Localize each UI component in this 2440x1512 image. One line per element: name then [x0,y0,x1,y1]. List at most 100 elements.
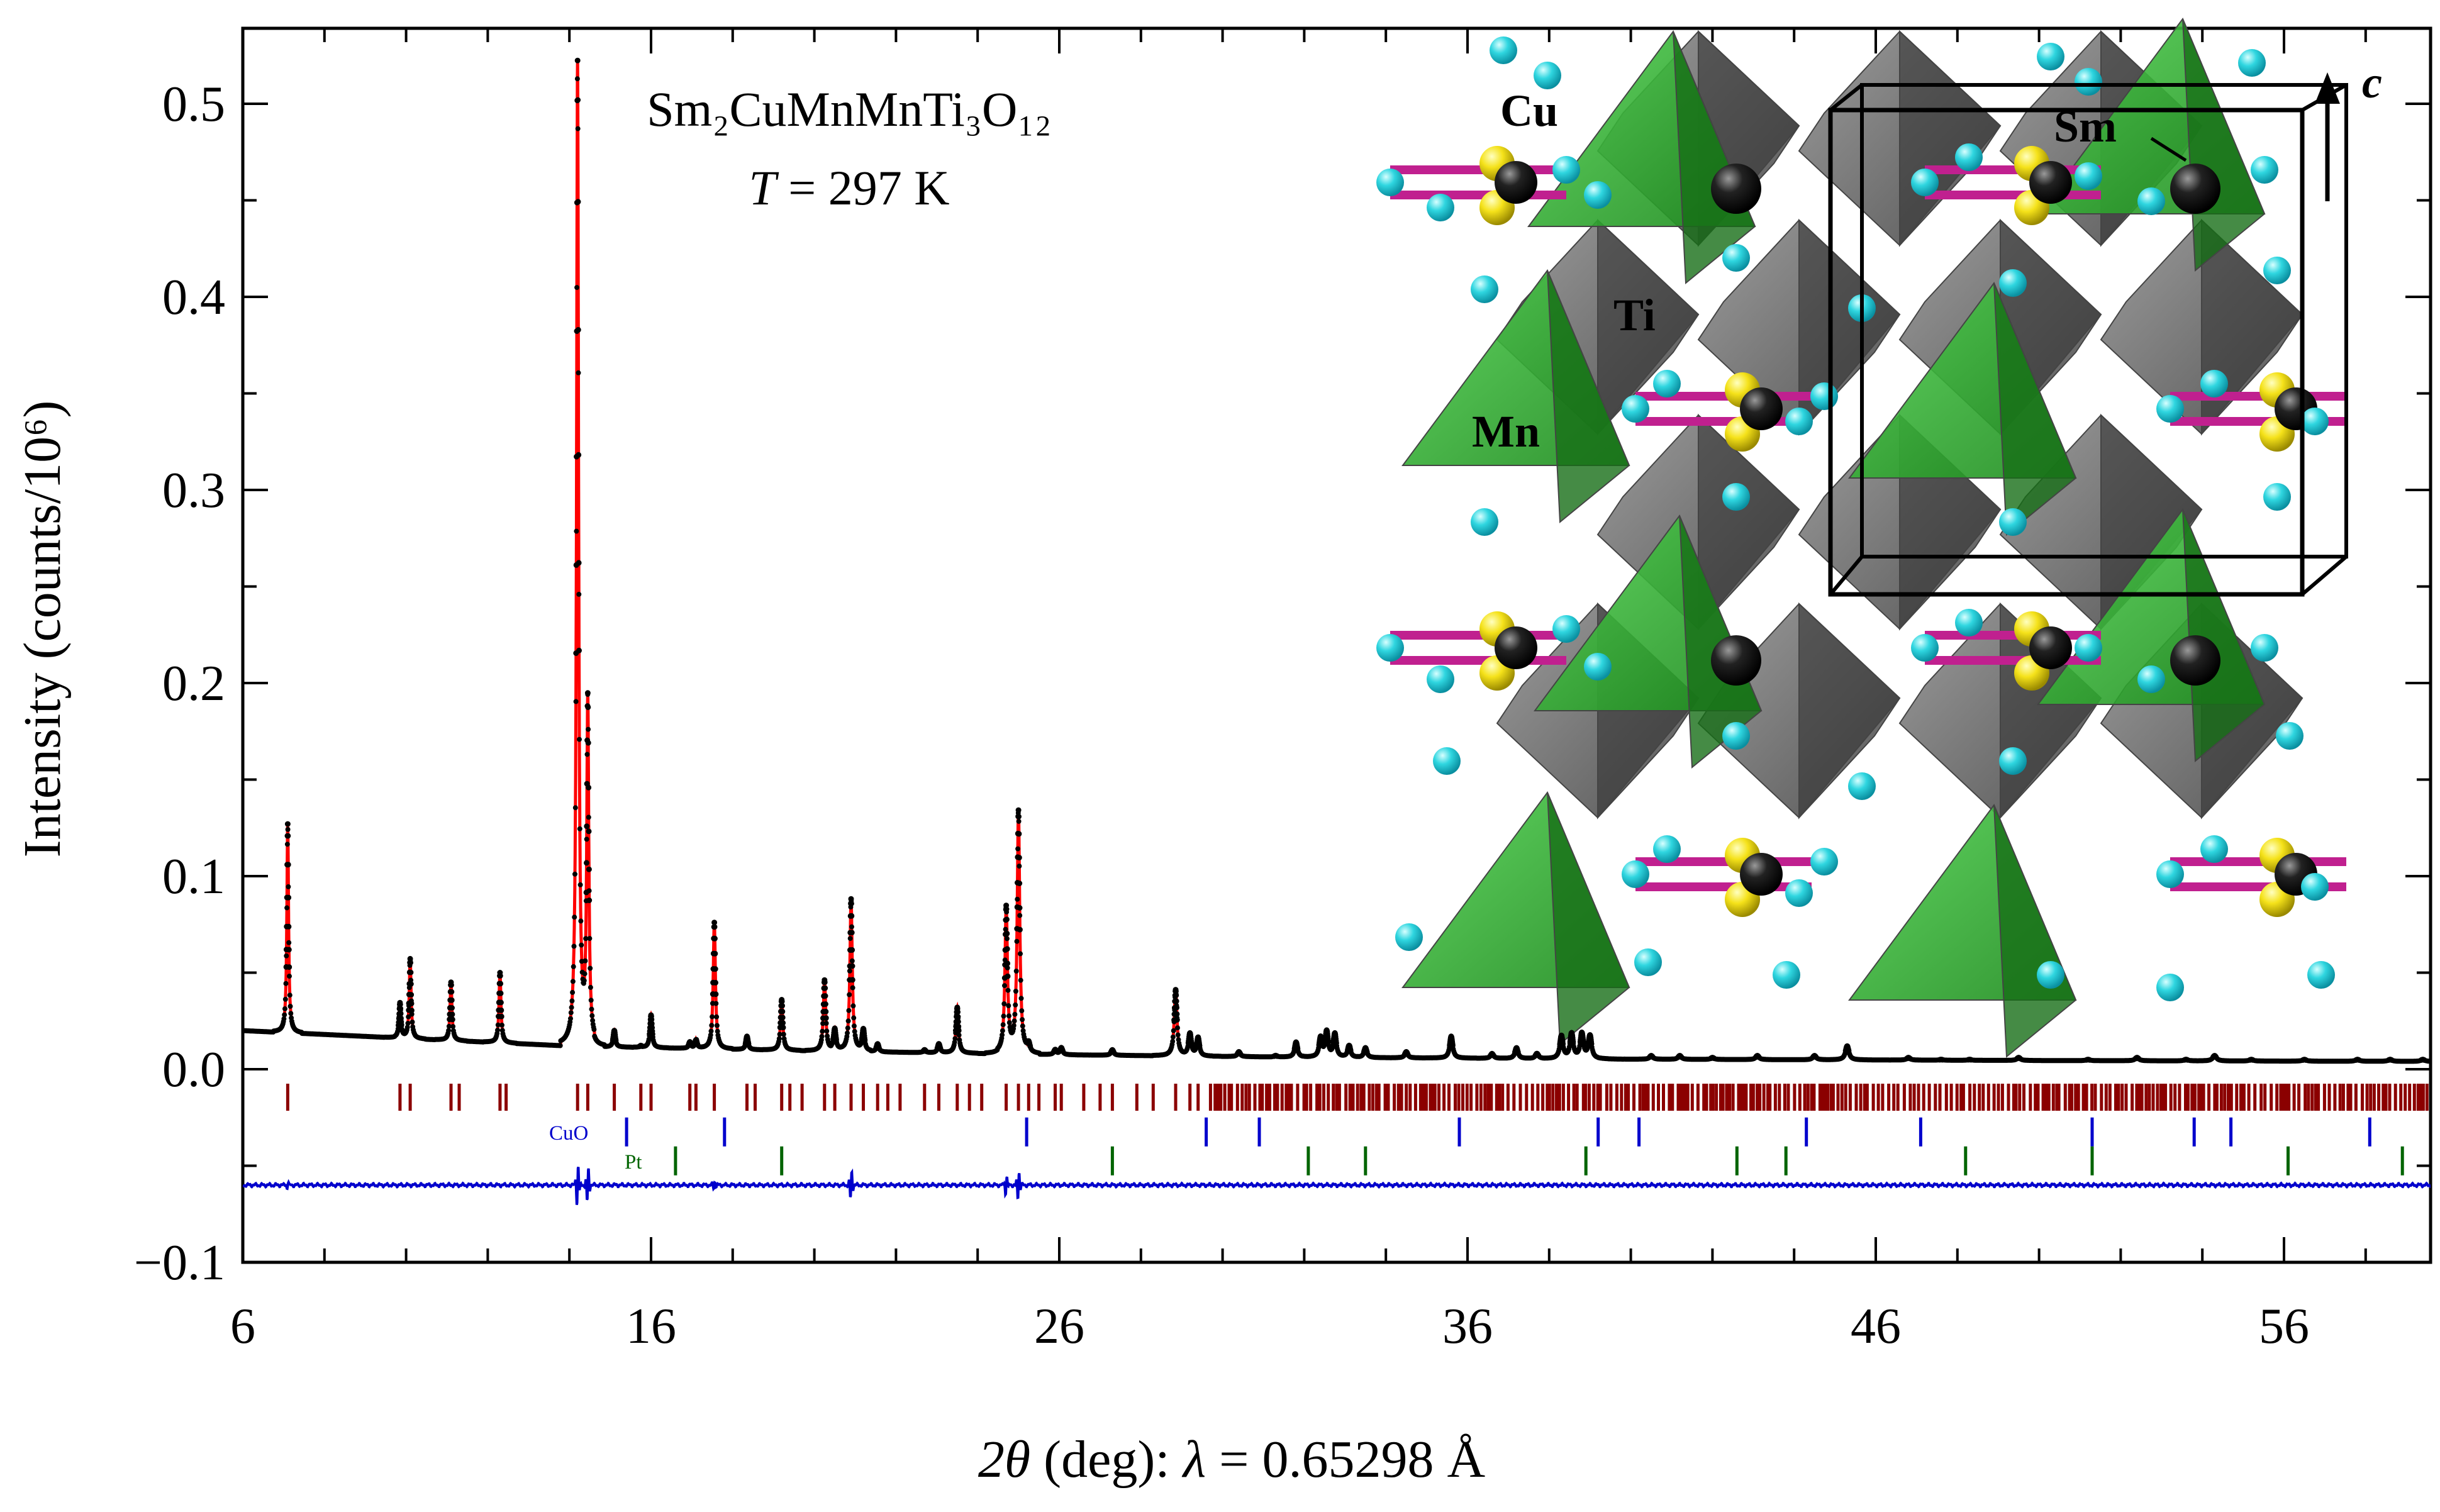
y-axis-ticks: −0.1 0.0 0.1 0.2 0.3 0.4 0.5 [134,77,2431,1291]
x-axis-ticks: 6 16 26 36 46 56 [230,28,2367,1354]
y-tick-label: 0.2 [162,656,225,711]
o-atom [2200,835,2228,863]
o-atom [1999,269,2027,297]
mn-tetrahedron-face [1547,270,1630,524]
o-atom [2251,634,2278,662]
x-tick-label: 26 [1034,1299,1084,1354]
unit-cell-edge [1829,83,1863,112]
o-atom [1433,747,1461,775]
o-atom [1999,508,2027,536]
o-atom [1552,615,1580,643]
o-atom [1911,169,1939,196]
o-atom [1490,36,1517,64]
ti-octahedron-face [1798,602,1901,820]
o-atom [1722,722,1750,750]
o-atom [2238,49,2266,77]
o-atom [1534,62,1561,89]
o-atom [2156,395,2184,423]
mn-tetrahedron-face [1993,282,2077,536]
x-label-lambda: λ [1181,1430,1206,1489]
o-atom [1584,653,1612,681]
o-atom [2075,634,2102,662]
o-atom [2137,665,2165,693]
x-label-unit: (deg): [1030,1430,1183,1489]
unit-cell-edge [2301,555,2348,596]
mn-tetrahedron-face [2182,509,2266,763]
mn-tetrahedron-face [1993,804,2077,1059]
o-atom [1955,609,1983,636]
o-atom [2037,43,2064,70]
o-atom [1634,948,1662,976]
o-atom [2156,860,2184,888]
sm-atom [2170,635,2220,686]
o-atom [1427,665,1454,693]
sm-atom [1740,387,1783,430]
o-atom [1911,634,1939,662]
o-atom [2251,156,2278,184]
sm-atom [1495,626,1537,669]
o-atom [1848,772,1876,800]
y-tick-label: 0.4 [162,270,225,325]
inset-label-mn: Mn [1472,406,1540,457]
subtitle-variable: T [749,160,779,215]
phase-ticks-1 [625,1117,2371,1147]
y-tick-label: 0.1 [162,849,225,904]
sm-atom [1740,853,1783,896]
inset-label-sm: Sm [2054,101,2117,152]
plot-frame [241,26,2432,1264]
unit-cell-edge [1829,555,1864,596]
ti-octahedron-face [1698,413,1800,631]
ti-octahedron-face [1798,218,1901,436]
y-tick-label: 0.5 [162,77,225,132]
o-atom [1376,634,1404,662]
o-atom [2276,722,2304,750]
o-atom [1999,747,2027,775]
y-tick-label: 0.3 [162,463,225,518]
phase-ticks-0 [286,1084,2429,1111]
o-atom [1785,408,1813,435]
o-atom [2156,974,2184,1001]
mn-tetrahedron-face [1673,31,1756,285]
o-atom [1653,835,1681,863]
o-atom [1722,244,1750,272]
o-atom [1552,156,1580,184]
sm-atom [1711,635,1761,686]
phase-ticks-2 [674,1146,2404,1176]
difference-curve [243,1166,2431,1205]
axes-box [241,26,2432,1264]
o-atom [1584,181,1612,209]
mn-tetrahedron-face [1547,792,1630,1046]
o-atom [2200,370,2228,397]
o-atom [1376,169,1404,196]
o-atom [1785,879,1813,907]
o-atom [1810,382,1838,410]
ti-octahedron-face [1597,218,1700,436]
inset-label-cu: Cu [1500,86,1558,136]
y-axis-label: Intensity (counts/10⁶) [13,401,72,858]
o-atom [1395,923,1423,951]
c-axis-arrowhead [2315,72,2340,104]
o-atom [2075,162,2102,190]
sm-pointer [2150,136,2187,162]
inset-label-c: c [2362,57,2382,108]
o-atom [1722,483,1750,511]
x-label-theta: 2θ [978,1430,1030,1489]
subtitle-value: = 297 K [776,160,950,215]
crystal-structure-inset: Cu Ti Mn Sm c [1376,17,2382,1059]
phase-label-cuo: CuO [549,1122,588,1145]
o-atom [1955,143,1983,171]
y-tick-label: −0.1 [134,1235,225,1291]
x-tick-label: 6 [230,1299,255,1354]
sm-atom [2170,164,2220,214]
x-tick-label: 46 [1851,1299,1901,1354]
sm-atom [1495,161,1537,204]
sm-atom [1711,164,1761,214]
o-atom [2037,961,2064,989]
o-atom [1471,508,1498,536]
sm-atom [2029,626,2072,669]
chart-title: Sm₂CuMnMnTi₃O₁₂ [647,82,1051,136]
x-tick-label: 16 [626,1299,676,1354]
x-tick-label: 56 [2259,1299,2309,1354]
o-atom [2301,408,2329,435]
bragg-reflection-ticks [286,1084,2429,1176]
